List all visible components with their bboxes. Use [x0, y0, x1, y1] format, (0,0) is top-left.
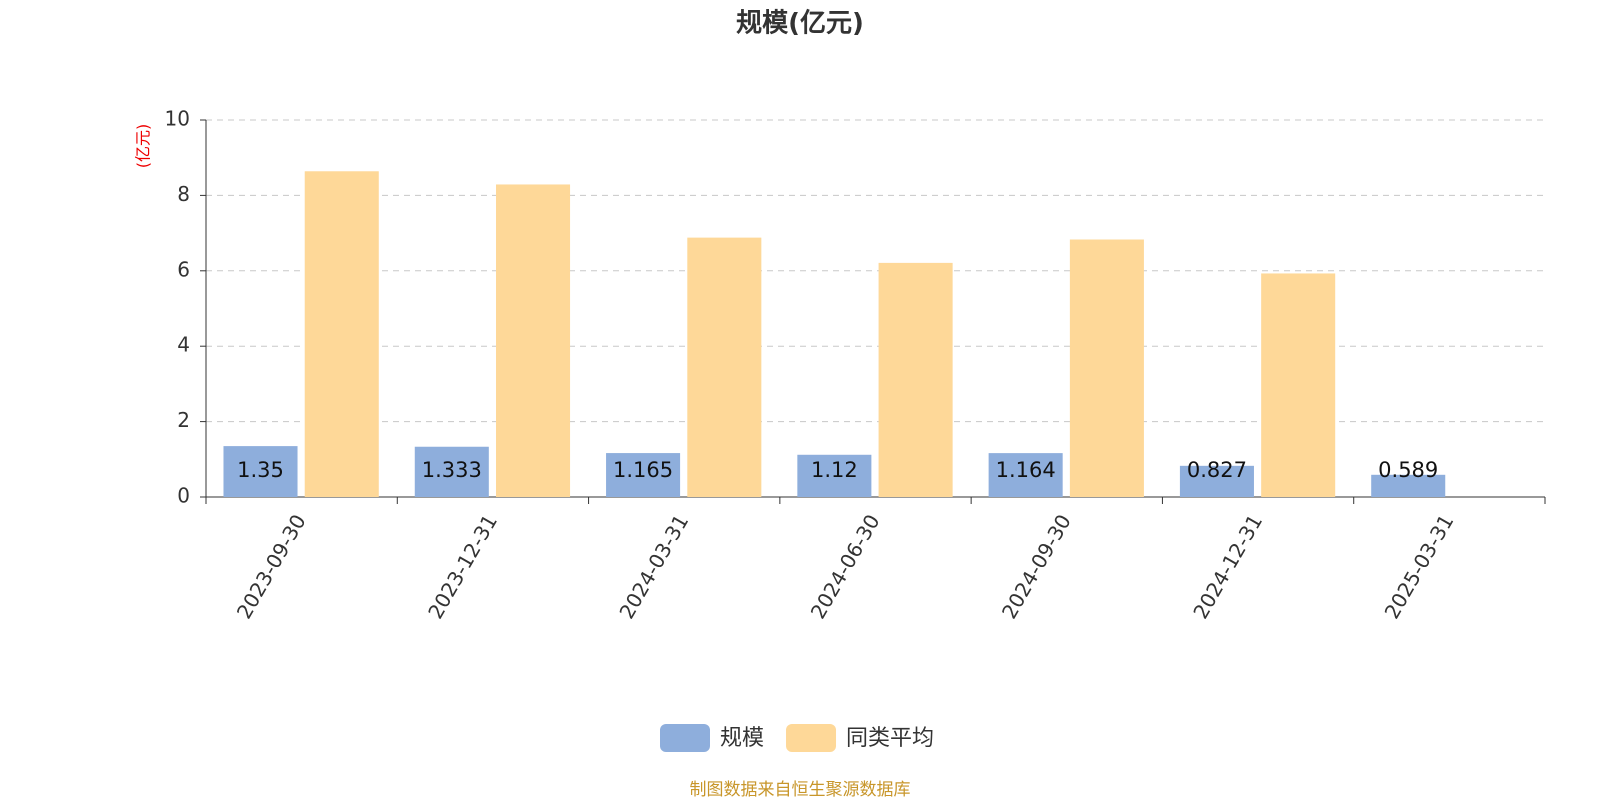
- bar: [1261, 273, 1336, 497]
- bar: [878, 262, 953, 497]
- data-label: 1.12: [811, 458, 858, 482]
- bar: [606, 453, 681, 497]
- y-tick-label: 4: [177, 333, 190, 357]
- legend-label: 同类平均: [846, 726, 934, 751]
- y-tick-label: 10: [165, 107, 190, 131]
- x-tick-label: 2024-06-30: [806, 510, 885, 623]
- bar: [687, 237, 762, 497]
- x-tick-label: 2024-03-31: [614, 510, 693, 623]
- y-tick-label: 8: [177, 182, 190, 206]
- data-label: 0.827: [1187, 458, 1247, 482]
- bar: [988, 453, 1063, 497]
- data-label: 1.164: [996, 458, 1056, 482]
- bar: [1179, 465, 1254, 497]
- x-tick-label: 2023-09-30: [232, 510, 311, 623]
- bar: [304, 171, 379, 497]
- x-tick-label: 2024-09-30: [997, 510, 1076, 623]
- data-label: 1.333: [422, 458, 482, 482]
- source-note: 制图数据来自恒生聚源数据库: [690, 780, 911, 800]
- x-tick-label: 2024-12-31: [1188, 510, 1267, 623]
- bar: [1371, 474, 1446, 497]
- y-tick-label: 6: [177, 257, 190, 281]
- bar: [1069, 239, 1144, 497]
- y-tick-label: 0: [177, 484, 190, 508]
- legend-swatch: [660, 724, 710, 752]
- data-label: 1.35: [237, 458, 284, 482]
- bar: [496, 184, 571, 498]
- y-tick-label: 2: [177, 408, 190, 432]
- data-label: 1.165: [613, 458, 673, 482]
- legend-label: 规模: [720, 726, 764, 751]
- chart-title: 规模(亿元): [736, 9, 864, 39]
- bar: [414, 446, 489, 497]
- x-tick-label: 2025-03-31: [1380, 510, 1459, 623]
- bar: [797, 454, 872, 497]
- data-label: 0.589: [1378, 458, 1438, 482]
- legend-swatch: [786, 724, 837, 752]
- x-tick-label: 2023-12-31: [423, 510, 502, 623]
- bar: [223, 446, 298, 497]
- y-axis-label: (亿元): [134, 124, 153, 169]
